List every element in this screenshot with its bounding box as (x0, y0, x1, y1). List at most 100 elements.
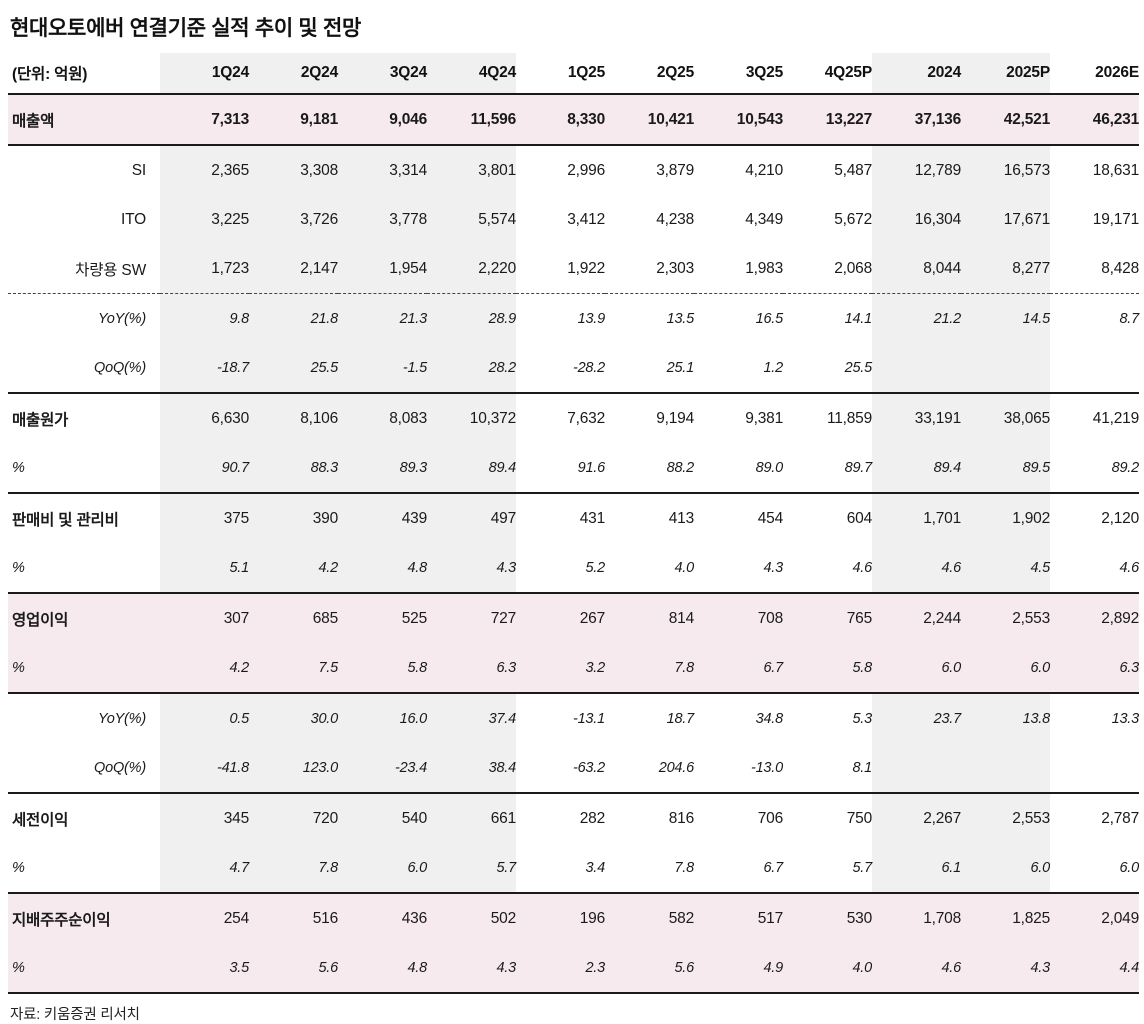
cell: 41,219 (1092, 409, 1139, 427)
cell: 30.0 (249, 693, 338, 744)
cell: 8.1 (783, 743, 872, 795)
table-header: (단위: 억원) 1Q24 2Q24 3Q24 4Q24 1Q25 2Q25 3Q25 4Q25… (8, 53, 1139, 95)
cell: 727 (427, 593, 516, 644)
table-row: % 3.5 5.6 4.8 4.3 2.3 5.6 4.9 4.0 4.6 4.3 4.4 (8, 943, 1139, 995)
cell (872, 343, 961, 395)
cell: 18,631 (1092, 161, 1139, 179)
cell: 3,314 (338, 145, 427, 196)
table-row: % 90.7 88.3 89.3 89.4 91.6 88.2 89.0 89.7 89.4 89.… (8, 443, 1139, 495)
cell: 8,330 (516, 94, 605, 147)
cell: 8,106 (249, 393, 338, 444)
cell: 345 (160, 793, 249, 844)
table-row: SI 2,365 3,308 3,314 3,801 2,996 3,879 4,210 5,4… (8, 145, 1139, 196)
cell: 5.1 (160, 543, 249, 595)
cell: 204.6 (605, 743, 694, 795)
cell: 502 (427, 893, 516, 944)
cell: 5,487 (834, 161, 872, 179)
cell: 2,267 (872, 793, 961, 844)
row-label: 판매비 및 관리비 (12, 511, 119, 529)
cell: 14.5 (961, 293, 1050, 344)
cell: 14.1 (844, 310, 873, 327)
cell: 5.7 (783, 843, 872, 895)
row-label: SI (131, 161, 146, 179)
cell: 4.3 (961, 943, 1050, 995)
cell: 2,068 (783, 244, 872, 295)
column-header-3q24: 3Q24 (338, 53, 427, 95)
cell: 13,227 (783, 94, 872, 147)
cell: 706 (757, 809, 783, 827)
table-row: 판매비 및 관리비 375 390 439 497 431 413 454 604 1,701 1,… (8, 493, 1139, 544)
cell: 8,044 (872, 244, 961, 295)
cell: 1,708 (872, 893, 961, 944)
cell: 604 (846, 509, 872, 527)
table-row: 영업이익 307 685 525 727 267 814 708 765 2,244 2,553 2,… (8, 593, 1139, 644)
cell: 413 (668, 509, 694, 527)
column-header-4q24: 4Q24 (427, 53, 516, 95)
cell: 8,428 (1050, 244, 1139, 295)
financial-table: (단위: 억원) 1Q24 2Q24 3Q24 4Q24 1Q25 2Q25 3Q25 4Q25… (8, 53, 1139, 995)
cell: 254 (160, 893, 249, 944)
cell: 4.8 (338, 543, 427, 595)
cell: 1.2 (694, 343, 783, 395)
cell: 5.8 (338, 643, 427, 695)
cell: 1,922 (516, 244, 605, 295)
cell: 7.5 (249, 643, 338, 695)
cell: 8,083 (338, 393, 427, 444)
row-label: ITO (121, 210, 146, 228)
table-row: 매출액 7,313 9,181 9,046 11,596 8,330 10,421 10,54… (8, 94, 1139, 147)
cell: 1,902 (961, 493, 1050, 544)
cell: 2,553 (961, 593, 1050, 644)
cell: 4.6 (783, 543, 872, 595)
cell: 89.0 (694, 443, 783, 495)
cell: 2,892 (1050, 593, 1139, 644)
cell: 25.1 (605, 343, 694, 395)
cell: 0.5 (160, 693, 249, 744)
cell: 7,313 (160, 94, 249, 147)
cell: 89.3 (338, 443, 427, 495)
cell: 4.6 (872, 543, 961, 595)
cell: 708 (694, 593, 783, 644)
cell: 436 (338, 893, 427, 944)
cell: 5.2 (516, 543, 605, 595)
cell: 37.4 (427, 693, 516, 744)
row-label: % (8, 943, 160, 995)
column-header-unit: (단위: 억원) (12, 66, 88, 84)
cell: 38.4 (427, 743, 516, 795)
cell: 2.3 (516, 943, 605, 995)
cell: 89.2 (1050, 443, 1139, 495)
cell: 431 (579, 509, 605, 527)
cell: 5.3 (852, 710, 872, 727)
cell: 25.5 (249, 343, 338, 395)
table-row: QoQ(%) -41.8 123.0 -23.4 38.4 -63.2 204.6 -13.0… (8, 743, 1139, 795)
cell: 13.5 (666, 310, 695, 327)
cell (961, 343, 1050, 395)
cell: 2,996 (567, 161, 605, 179)
cell: 6.3 (1050, 643, 1139, 695)
cell: 6.3 (427, 643, 516, 695)
cell: 16.5 (755, 310, 784, 327)
cell: 3,801 (427, 145, 516, 196)
cell: 18.7 (666, 710, 695, 727)
cell: 7.8 (605, 643, 694, 695)
cell: 2,787 (1101, 809, 1139, 827)
cell: 13.9 (577, 310, 606, 327)
cell: 390 (249, 493, 338, 544)
cell: 4,210 (745, 161, 783, 179)
cell: 4.6 (1050, 543, 1139, 595)
cell: 38,065 (961, 393, 1050, 444)
row-label: 영업이익 (8, 593, 160, 644)
cell: 6.7 (694, 843, 783, 895)
cell: 2,365 (160, 145, 249, 196)
cell: 2,049 (1050, 893, 1139, 944)
row-label: 지배주주순이익 (8, 893, 160, 944)
cell: 720 (249, 793, 338, 844)
column-header-2025p: 2025P (961, 53, 1050, 95)
cell: 9,194 (656, 409, 694, 427)
table-row: % 4.7 7.8 6.0 5.7 3.4 7.8 6.7 5.7 6.1 6.0 6.0 (8, 843, 1139, 895)
cell: 89.7 (783, 443, 872, 495)
cell: 10,421 (605, 94, 694, 147)
cell: 4.3 (427, 943, 516, 995)
table-row: % 5.1 4.2 4.8 4.3 5.2 4.0 4.3 4.6 4.6 4.5 4.6 (8, 543, 1139, 595)
cell (872, 743, 961, 795)
cell: 4.3 (694, 543, 783, 595)
